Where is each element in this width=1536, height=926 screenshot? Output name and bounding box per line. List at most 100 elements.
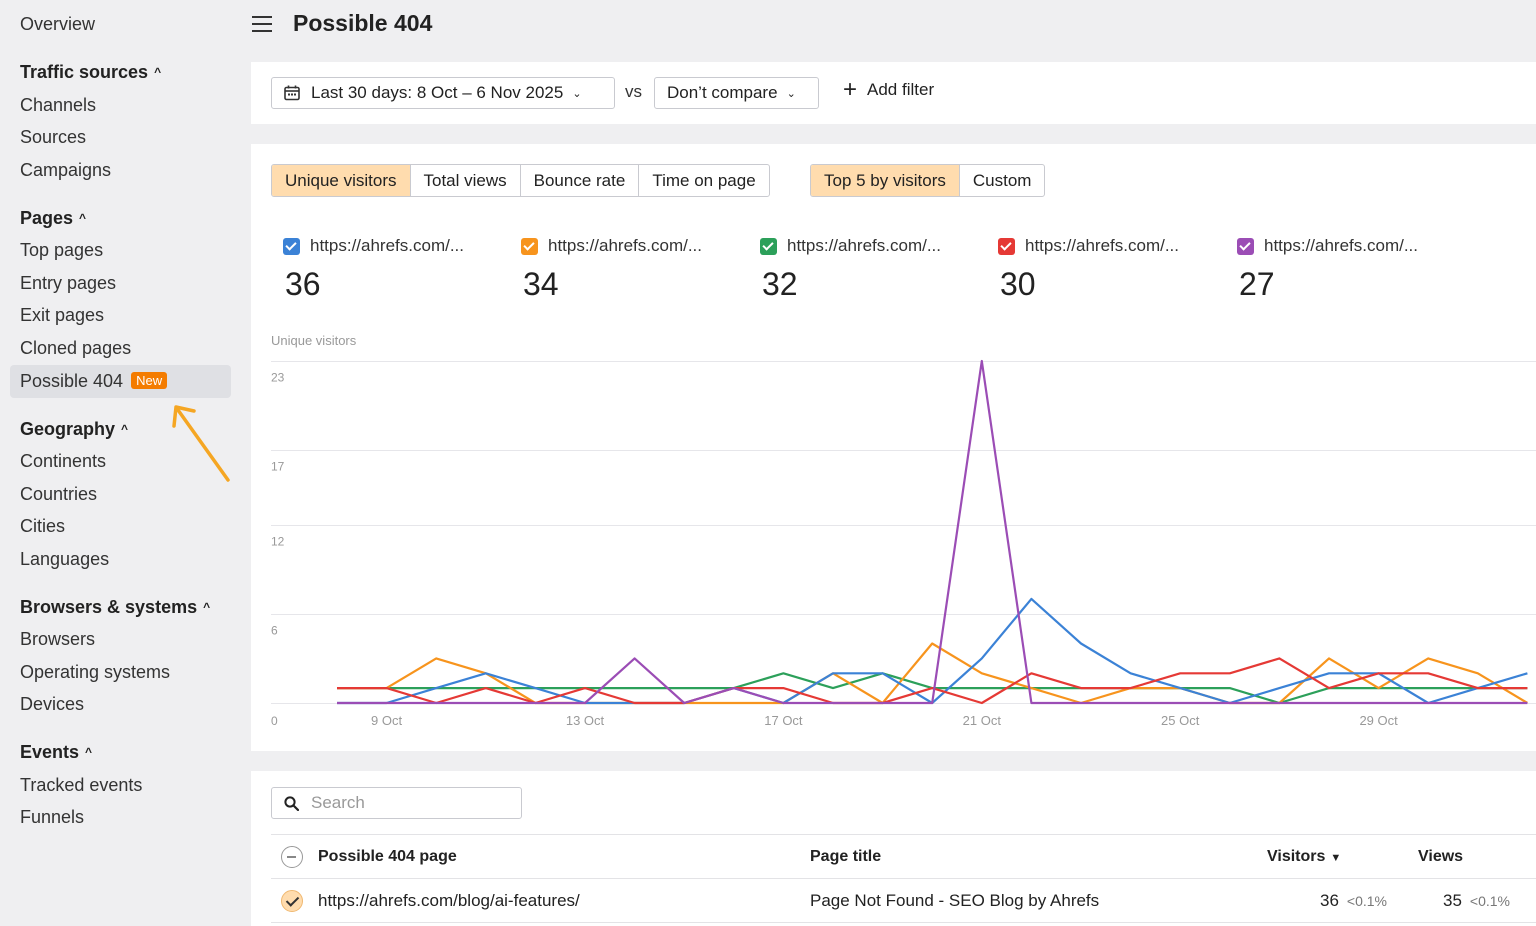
chevron-up-icon: ^ bbox=[85, 745, 93, 759]
section-browsers-systems[interactable]: Browsers & systems ^ bbox=[20, 597, 210, 618]
sidebar-item-sources[interactable]: Sources bbox=[20, 127, 87, 147]
line-chart: 0 6 12 17 23 9 Oct 13 Oct 17 Oct 21 Oct 25 Oct 29 … bbox=[271, 359, 1536, 728]
tab-unique-visitors[interactable]: Unique visitors bbox=[272, 165, 411, 196]
metric-tabs: Unique visitors Total views Bounce rate … bbox=[271, 164, 770, 197]
sidebar-item-continents[interactable]: Continents bbox=[20, 451, 107, 471]
y-tick-label: 23 bbox=[271, 371, 285, 385]
series-card[interactable]: https://ahrefs.com/... 30 bbox=[998, 236, 1179, 303]
checkbox-checked-icon[interactable] bbox=[283, 237, 300, 255]
series-card[interactable]: https://ahrefs.com/... 34 bbox=[521, 236, 702, 303]
tab-total-views[interactable]: Total views bbox=[411, 165, 521, 196]
visitors-header-label: Visitors bbox=[1267, 848, 1326, 865]
series-url: https://ahrefs.com/... bbox=[787, 236, 942, 255]
chevron-up-icon: ^ bbox=[203, 600, 211, 614]
sidebar-item-exit-pages[interactable]: Exit pages bbox=[20, 305, 105, 325]
compare-label: Don’t compare bbox=[667, 83, 778, 102]
sidebar-item-cities[interactable]: Cities bbox=[20, 516, 66, 536]
x-tick-label: 13 Oct bbox=[566, 713, 605, 728]
add-filter-button[interactable]: + Add filter bbox=[843, 76, 934, 103]
compare-dropdown[interactable]: Don’t compare ⌄ bbox=[654, 77, 819, 109]
section-pages[interactable]: Pages ^ bbox=[20, 208, 86, 229]
tab-time-on-page[interactable]: Time on page bbox=[652, 171, 756, 190]
sidebar-item-channels[interactable]: Channels bbox=[20, 95, 97, 115]
menu-icon[interactable] bbox=[252, 16, 272, 34]
x-tick-label: 29 Oct bbox=[1359, 713, 1398, 728]
tab-custom[interactable]: Custom bbox=[972, 171, 1032, 190]
x-tick-label: 9 Oct bbox=[371, 713, 402, 728]
calendar-icon bbox=[284, 85, 300, 101]
series-url: https://ahrefs.com/... bbox=[1264, 236, 1419, 255]
tab-top-5-by-visitors[interactable]: Top 5 by visitors bbox=[811, 165, 960, 196]
new-badge: New bbox=[131, 372, 168, 389]
sidebar-item-cloned-pages[interactable]: Cloned pages bbox=[20, 338, 132, 358]
series-label: https://ahrefs.com/... bbox=[1237, 236, 1418, 256]
checkbox-checked-icon[interactable] bbox=[998, 237, 1015, 255]
row-page-url[interactable]: https://ahrefs.com/blog/ai-features/ bbox=[318, 891, 580, 910]
date-range-dropdown[interactable]: Last 30 days: 8 Oct – 6 Nov 2025 ⌄ bbox=[271, 77, 615, 109]
page-title: Possible 404 bbox=[293, 10, 433, 36]
series-value: 32 bbox=[762, 266, 798, 302]
filter-bar: Last 30 days: 8 Oct – 6 Nov 2025 ⌄ vs Do… bbox=[251, 62, 1536, 124]
column-header-visitors[interactable]: Visitors ▼ bbox=[1267, 848, 1341, 866]
group-tabs: Top 5 by visitors Custom bbox=[810, 164, 1046, 197]
y-tick-label: 0 bbox=[271, 714, 278, 728]
search-placeholder: Search bbox=[311, 793, 365, 812]
sidebar-item-funnels[interactable]: Funnels bbox=[20, 807, 85, 827]
row-page-title: Page Not Found - SEO Blog by Ahrefs bbox=[810, 891, 1100, 910]
chevron-up-icon: ^ bbox=[121, 422, 129, 436]
chevron-up-icon: ^ bbox=[79, 211, 87, 225]
chevron-up-icon: ^ bbox=[154, 65, 162, 79]
series-url: https://ahrefs.com/... bbox=[310, 236, 465, 255]
series-card[interactable]: https://ahrefs.com/... 32 bbox=[760, 236, 941, 303]
deselect-all-icon[interactable] bbox=[281, 846, 303, 868]
tab-bounce-rate[interactable]: Bounce rate bbox=[521, 165, 640, 196]
y-tick-label: 17 bbox=[271, 460, 285, 474]
visitors-value: 36 bbox=[1320, 891, 1339, 910]
section-events[interactable]: Events ^ bbox=[20, 742, 92, 763]
series-line bbox=[337, 359, 1528, 705]
search-input[interactable]: Search bbox=[271, 787, 522, 819]
views-percent: <0.1% bbox=[1469, 893, 1511, 909]
column-header-page[interactable]: Possible 404 page bbox=[318, 848, 457, 865]
section-geography[interactable]: Geography ^ bbox=[20, 419, 128, 440]
sidebar-item-languages[interactable]: Languages bbox=[20, 549, 110, 569]
column-header-views[interactable]: Views bbox=[1418, 848, 1464, 865]
series-value: 36 bbox=[285, 266, 321, 302]
chevron-down-icon: ⌄ bbox=[572, 87, 582, 100]
section-title: Traffic sources bbox=[20, 62, 149, 82]
sidebar: Overview Traffic sources ^ Channels Sourc… bbox=[0, 0, 250, 926]
section-title: Pages bbox=[20, 208, 74, 228]
checkbox-checked-icon[interactable] bbox=[1237, 237, 1254, 255]
sidebar-item-campaigns[interactable]: Campaigns bbox=[20, 160, 112, 180]
sidebar-item-possible-404[interactable]: Possible 404 New bbox=[20, 371, 168, 392]
sidebar-item-devices[interactable]: Devices bbox=[20, 694, 85, 714]
plus-icon: + bbox=[843, 76, 858, 103]
sidebar-item-overview[interactable]: Overview bbox=[20, 14, 96, 34]
chart-card: Unique visitors Total views Bounce rate … bbox=[251, 144, 1536, 751]
section-title: Geography bbox=[20, 419, 116, 439]
vs-label: vs bbox=[625, 82, 642, 101]
row-visitors: 36 <0.1% bbox=[1320, 891, 1387, 911]
views-value: 35 bbox=[1443, 891, 1462, 910]
section-traffic-sources[interactable]: Traffic sources ^ bbox=[20, 62, 161, 83]
divider bbox=[271, 922, 1536, 923]
section-title: Events bbox=[20, 742, 80, 762]
search-icon bbox=[284, 795, 299, 811]
sidebar-item-countries[interactable]: Countries bbox=[20, 484, 98, 504]
sidebar-item-top-pages[interactable]: Top pages bbox=[20, 240, 104, 260]
active-item-highlight bbox=[10, 365, 231, 398]
checkbox-checked-icon[interactable] bbox=[521, 237, 538, 255]
sidebar-item-label: Possible 404 bbox=[20, 371, 124, 391]
series-value: 34 bbox=[523, 266, 559, 302]
sidebar-item-tracked-events[interactable]: Tracked events bbox=[20, 775, 143, 795]
column-header-title[interactable]: Page title bbox=[810, 848, 882, 865]
series-card[interactable]: https://ahrefs.com/... 36 bbox=[283, 236, 464, 303]
sidebar-item-entry-pages[interactable]: Entry pages bbox=[20, 273, 117, 293]
sidebar-item-operating-systems[interactable]: Operating systems bbox=[20, 662, 171, 682]
row-selected-icon[interactable] bbox=[281, 890, 303, 912]
row-views: 35 <0.1% bbox=[1443, 891, 1510, 911]
series-card[interactable]: https://ahrefs.com/... 27 bbox=[1237, 236, 1418, 303]
checkbox-checked-icon[interactable] bbox=[760, 237, 777, 255]
divider bbox=[271, 834, 1536, 835]
sidebar-item-browsers[interactable]: Browsers bbox=[20, 629, 96, 649]
